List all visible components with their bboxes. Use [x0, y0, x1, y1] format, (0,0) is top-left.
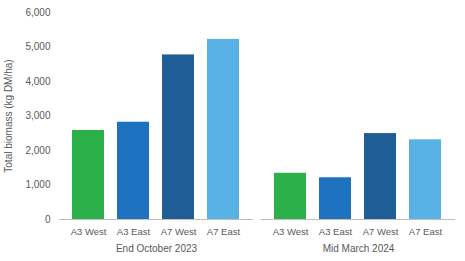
svg-text:3,000: 3,000: [25, 110, 50, 121]
svg-text:Mid March 2024: Mid March 2024: [323, 243, 395, 254]
svg-text:5,000: 5,000: [25, 41, 50, 52]
svg-text:A7 East: A7 East: [207, 226, 241, 237]
svg-text:A3 West: A3 West: [71, 226, 107, 237]
svg-text:0: 0: [45, 214, 51, 225]
svg-text:A3 East: A3 East: [319, 226, 353, 237]
svg-text:2,000: 2,000: [25, 145, 50, 156]
svg-text:A7 West: A7 West: [161, 226, 197, 237]
svg-text:A7 East: A7 East: [409, 226, 443, 237]
svg-text:A3 West: A3 West: [273, 226, 309, 237]
svg-text:A3 East: A3 East: [117, 226, 151, 237]
svg-text:A7 West: A7 West: [363, 226, 399, 237]
svg-text:4,000: 4,000: [25, 76, 50, 87]
svg-text:Total biomass (kg DM/ha): Total biomass (kg DM/ha): [3, 59, 14, 172]
svg-text:End October 2023: End October 2023: [116, 243, 198, 254]
svg-text:6,000: 6,000: [25, 7, 50, 18]
svg-text:1,000: 1,000: [25, 179, 50, 190]
